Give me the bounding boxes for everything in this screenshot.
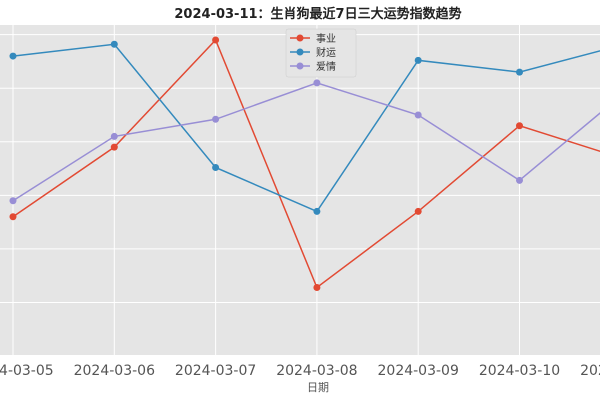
data-point [516,176,523,184]
data-point [313,79,321,87]
data-point [212,164,220,171]
legend-marker [296,62,304,70]
data-point [414,56,422,64]
data-point [9,52,17,60]
data-point [516,68,523,76]
x-tick-label: 2024-03-05 [0,363,54,379]
legend-label: 爱情 [316,60,336,73]
x-tick-label: 2024-03-09 [378,363,459,379]
data-point [212,36,220,44]
data-point [9,213,17,221]
series-爱情 [9,79,600,205]
legend-marker [296,48,304,56]
data-point [313,207,321,215]
x-axis-label: 日期 [307,381,329,394]
chart-title: 2024-03-11：生肖狗最近7日三大运势指数趋势 [174,6,461,22]
plot-background [0,25,600,355]
data-point [414,111,422,119]
legend-label: 财运 [316,46,336,59]
data-point [414,207,422,215]
data-point [516,122,523,130]
legend-box [285,28,357,78]
x-tick-label: 2024-03-08 [276,363,357,379]
legend-label: 事业 [316,32,336,45]
x-tick-label: 2024-03-11 [580,363,600,379]
x-tick-label: 2024-03-10 [479,363,560,379]
data-point [212,115,220,123]
legend-marker [296,34,304,42]
x-tick-label: 2024-03-07 [175,363,256,379]
x-tick-label: 2024-03-06 [74,363,155,379]
series-事业 [9,36,600,291]
data-point [110,132,118,140]
data-point [313,284,321,291]
data-point [9,197,17,205]
data-point [110,40,118,48]
data-point [110,143,118,151]
series-财运 [9,40,600,215]
